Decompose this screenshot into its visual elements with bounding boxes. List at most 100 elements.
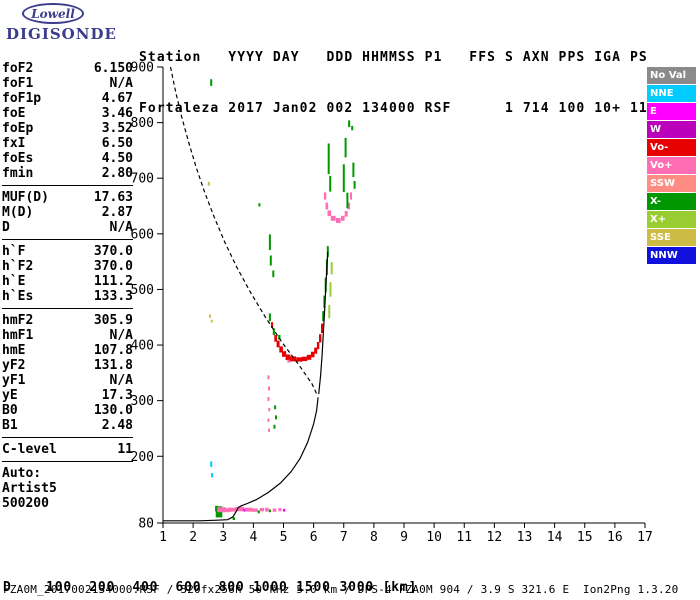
echo-point	[287, 359, 291, 363]
param-value: N/A	[109, 220, 133, 235]
param-label: fmin	[2, 166, 34, 181]
echo-points-layer	[207, 79, 356, 520]
echo-point	[282, 351, 287, 357]
echo-point	[257, 510, 260, 514]
param-label: M(D)	[2, 205, 34, 220]
echo-point	[235, 506, 245, 512]
legend-item-ssw: SSW	[647, 175, 696, 192]
header-values-line: Fortaleza 2017 Jan02 002 134000 RSF 1 71…	[139, 101, 648, 116]
legend-item-nnw: NNW	[647, 247, 696, 264]
parameter-group: h`F 370.0 h`F2 370.0 h`E 111.2 h`Es 133.3	[2, 242, 133, 309]
param-label: h`Es	[2, 289, 34, 304]
parameter-panel: foF2 6.150 foF1 N/A foF1p 4.67 foE 3.46 foEp 3.52…	[2, 59, 133, 513]
x-tick-label: 13	[517, 530, 533, 545]
echo-point	[279, 346, 283, 353]
legend-item-vo-: Vo-	[647, 139, 696, 156]
x-tick-label: 5	[280, 530, 288, 545]
echo-point	[319, 334, 322, 343]
param-row: hmF2 305.9	[2, 313, 133, 328]
param-value: 17.63	[93, 190, 133, 205]
echo-point	[258, 203, 261, 207]
echo-point	[347, 202, 351, 210]
param-value: 107.8	[93, 343, 133, 358]
echo-point	[310, 351, 315, 358]
echo-point	[348, 120, 351, 128]
echo-point	[328, 305, 331, 319]
echo-point	[329, 282, 332, 297]
echo-point	[207, 181, 210, 186]
param-label: B1	[2, 418, 18, 433]
x-tick-label: 14	[547, 530, 563, 545]
x-tick-label: 16	[607, 530, 623, 545]
echo-point	[210, 461, 213, 467]
legend-item-x+: X+	[647, 211, 696, 228]
param-value: 305.9	[93, 313, 133, 328]
echo-point	[316, 342, 320, 350]
echo-point	[268, 428, 270, 432]
param-label: h`E	[2, 274, 26, 289]
legend-item-e: E	[647, 103, 696, 120]
logo-lowell-text: Lowell	[31, 6, 75, 21]
param-value: N/A	[109, 373, 133, 388]
parameter-group: foF2 6.150 foF1 N/A foF1p 4.67 foE 3.46 foEp 3.52…	[2, 59, 133, 186]
param-label: h`F2	[2, 259, 34, 274]
x-axis-ticks: 1 2 3 4 5 6 7 8 9 10 11 12 13 14 15 16 17	[159, 523, 653, 545]
param-row: MUF(D) 17.63	[2, 190, 133, 205]
echo-point	[314, 347, 318, 354]
param-value: 131.8	[93, 358, 133, 373]
param-value: N/A	[109, 76, 133, 91]
param-label: foF2	[2, 61, 34, 76]
echo-point	[259, 508, 265, 512]
echo-point	[323, 192, 327, 200]
legend-item-nne: NNE	[647, 85, 696, 102]
echo-point	[268, 386, 270, 391]
param-row: foEs 4.50	[2, 151, 133, 166]
echo-point	[290, 356, 297, 362]
param-label: 500200	[2, 496, 49, 511]
y-tick-label: 200	[131, 450, 154, 465]
echo-point	[268, 407, 271, 412]
echo-point	[344, 211, 348, 217]
echo-point	[349, 192, 352, 200]
echo-point	[306, 354, 312, 360]
param-label: foEs	[2, 151, 34, 166]
param-label: foF1p	[2, 91, 42, 106]
echo-point	[327, 210, 332, 217]
param-row: hmE 107.8	[2, 343, 133, 358]
param-row: Auto:	[2, 466, 133, 481]
param-row: 500200	[2, 496, 133, 511]
x-tick-label: 4	[249, 530, 257, 545]
param-label: MUF(D)	[2, 190, 49, 205]
y-tick-label: 900	[131, 61, 154, 76]
echo-point	[268, 234, 271, 250]
param-row: h`F2 370.0	[2, 259, 133, 274]
echo-point	[276, 340, 280, 348]
parameter-group: C-level 11	[2, 440, 133, 462]
header-columns-line: Station YYYY DAY DDD HHMMSS P1 FFS S AXN…	[139, 50, 648, 65]
echo-point	[223, 508, 231, 513]
param-value: 4.50	[101, 151, 133, 166]
y-tick-label: 400	[131, 339, 154, 354]
param-row: hmF1 N/A	[2, 328, 133, 343]
echo-point	[341, 215, 345, 221]
param-value: 2.48	[101, 418, 133, 433]
echo-point	[342, 164, 345, 193]
muf-distance-table: D 100 200 400 600 800 1000 1500 3000 [km…	[3, 550, 426, 600]
x-tick-label: 6	[310, 530, 318, 545]
legend-item-w: W	[647, 121, 696, 138]
echo-point	[329, 176, 332, 192]
echo-point	[330, 215, 336, 221]
x-tick-label: 7	[340, 530, 348, 545]
param-label: Artist5	[2, 481, 57, 496]
echo-point	[353, 181, 356, 189]
param-value: 370.0	[93, 259, 133, 274]
echo-point	[322, 311, 325, 322]
echo-point	[268, 509, 271, 513]
param-value: 2.87	[101, 205, 133, 220]
echo-point	[243, 508, 247, 512]
echo-point	[251, 508, 258, 512]
echo-point	[301, 356, 308, 362]
x-tick-label: 2	[189, 530, 197, 545]
echo-point	[267, 397, 270, 401]
param-row: h`E 111.2	[2, 274, 133, 289]
